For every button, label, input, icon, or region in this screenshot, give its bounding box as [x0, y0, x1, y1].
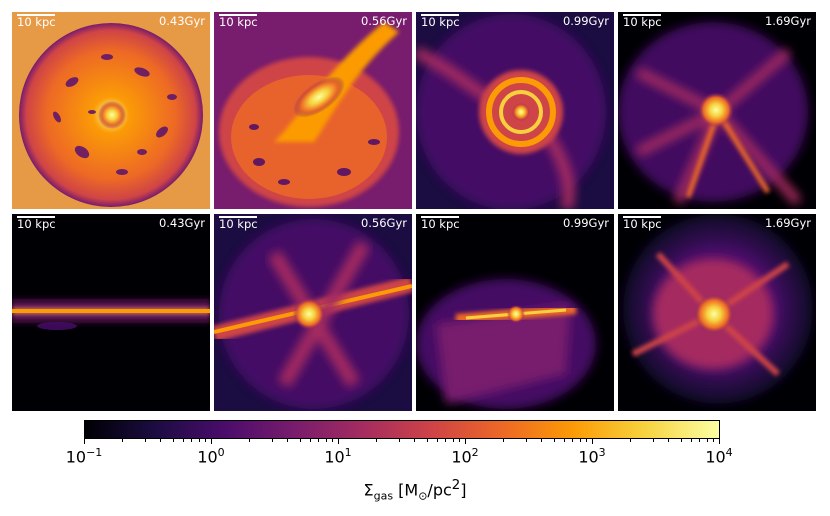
- colorbar-minor-tick: [332, 439, 334, 442]
- colorbar-minor-tick: [690, 439, 692, 442]
- colorbar-minor-tick: [287, 439, 289, 442]
- colorbar-minor-tick: [706, 439, 708, 442]
- panel-edge-on-0.99: 10 kpc 0.99Gyr: [416, 214, 614, 411]
- gas-density-image: [12, 12, 210, 209]
- tick-label-2: 100: [197, 446, 225, 467]
- colorbar-minor-tick: [652, 439, 654, 442]
- colorbar-minor-tick: [586, 439, 588, 442]
- colorbar-minor-tick: [713, 439, 715, 442]
- time-label: 0.43Gyr: [158, 14, 205, 28]
- colorbar-minor-tick: [271, 439, 273, 442]
- time-label: 0.99Gyr: [562, 216, 609, 230]
- colorbar-major-tick: [84, 439, 85, 444]
- scale-bar: 10 kpc: [421, 216, 460, 231]
- colorbar-minor-tick: [182, 439, 184, 442]
- scale-bar: 10 kpc: [623, 14, 662, 29]
- scale-bar: 10 kpc: [17, 14, 56, 29]
- colorbar-minor-tick: [579, 439, 581, 442]
- gas-density-image: [416, 214, 614, 411]
- gas-density-image: [12, 214, 210, 411]
- colorbar-minor-tick: [668, 439, 670, 442]
- colorbar-minor-tick: [572, 439, 574, 442]
- gas-density-image: [214, 12, 412, 209]
- time-label: 1.69Gyr: [764, 14, 811, 28]
- colorbar-minor-tick: [205, 439, 207, 442]
- tick-label-4: 102: [451, 446, 479, 467]
- colorbar-minor-tick: [699, 439, 701, 442]
- colorbar-minor-tick: [680, 439, 682, 442]
- tick-label-6: 104: [705, 446, 733, 467]
- scale-bar: 10 kpc: [421, 14, 460, 29]
- colorbar-major-tick: [338, 439, 339, 444]
- colorbar-gradient: [85, 421, 719, 438]
- gas-density-image: [416, 12, 614, 209]
- time-label: 0.43Gyr: [158, 216, 205, 230]
- panel-edge-on-1.69: 10 kpc 1.69Gyr: [618, 214, 816, 411]
- colorbar-minor-tick: [541, 439, 543, 442]
- colorbar-major-tick: [592, 439, 593, 444]
- colorbar-minor-tick: [198, 439, 200, 442]
- scale-bar: 10 kpc: [623, 216, 662, 231]
- colorbar-minor-tick: [436, 439, 438, 442]
- time-label: 0.56Gyr: [360, 14, 407, 28]
- gas-density-image: [214, 214, 412, 411]
- gas-density-image: [618, 214, 816, 411]
- colorbar: [84, 420, 720, 439]
- colorbar-minor-tick: [299, 439, 301, 442]
- tick-label-5: 103: [578, 446, 606, 467]
- colorbar-minor-tick: [398, 439, 400, 442]
- panel-face-on-0.43: 10 kpc 0.43Gyr: [12, 12, 210, 209]
- scale-label: 10 kpc: [219, 217, 258, 231]
- time-label: 0.56Gyr: [360, 216, 407, 230]
- panel-face-on-1.69: 10 kpc 1.69Gyr: [618, 12, 816, 209]
- colorbar-minor-tick: [452, 439, 454, 442]
- colorbar-minor-tick: [553, 439, 555, 442]
- colorbar-minor-tick: [459, 439, 461, 442]
- tick-label-3: 101: [324, 446, 352, 467]
- colorbar-minor-tick: [191, 439, 193, 442]
- panel-edge-on-0.43: 10 kpc 0.43Gyr: [12, 214, 210, 411]
- colorbar-major-tick: [719, 439, 720, 444]
- scale-label: 10 kpc: [623, 15, 662, 29]
- time-label: 1.69Gyr: [764, 216, 811, 230]
- colorbar-minor-tick: [426, 439, 428, 442]
- panel-face-on-0.99: 10 kpc 0.99Gyr: [416, 12, 614, 209]
- panel-edge-on-0.56: 10 kpc 0.56Gyr: [214, 214, 412, 411]
- colorbar-minor-tick: [376, 439, 378, 442]
- scale-bar: 10 kpc: [17, 216, 56, 231]
- scale-label: 10 kpc: [421, 217, 460, 231]
- colorbar-minor-tick: [630, 439, 632, 442]
- gas-density-image: [618, 12, 816, 209]
- time-label: 0.99Gyr: [562, 14, 609, 28]
- colorbar-minor-tick: [122, 439, 124, 442]
- colorbar-minor-tick: [325, 439, 327, 442]
- scale-label: 10 kpc: [17, 217, 56, 231]
- colorbar-minor-tick: [563, 439, 565, 442]
- colorbar-major-tick: [211, 439, 212, 444]
- colorbar-minor-tick: [525, 439, 527, 442]
- colorbar-minor-tick: [144, 439, 146, 442]
- colorbar-minor-tick: [318, 439, 320, 442]
- colorbar-major-tick: [465, 439, 466, 444]
- colorbar-minor-tick: [309, 439, 311, 442]
- colorbar-minor-tick: [249, 439, 251, 442]
- colorbar-minor-tick: [160, 439, 162, 442]
- tick-label-1: 10−1: [65, 446, 103, 467]
- scale-label: 10 kpc: [623, 217, 662, 231]
- colorbar-label: Σgas [M⊙/pc2]: [363, 478, 467, 503]
- scale-label: 10 kpc: [219, 15, 258, 29]
- colorbar-minor-tick: [414, 439, 416, 442]
- scale-bar: 10 kpc: [219, 216, 258, 231]
- scale-label: 10 kpc: [421, 15, 460, 29]
- panel-face-on-0.56: 10 kpc 0.56Gyr: [214, 12, 412, 209]
- colorbar-minor-tick: [172, 439, 174, 442]
- colorbar-minor-tick: [503, 439, 505, 442]
- scale-label: 10 kpc: [17, 15, 56, 29]
- scale-bar: 10 kpc: [219, 14, 258, 29]
- colorbar-minor-tick: [445, 439, 447, 442]
